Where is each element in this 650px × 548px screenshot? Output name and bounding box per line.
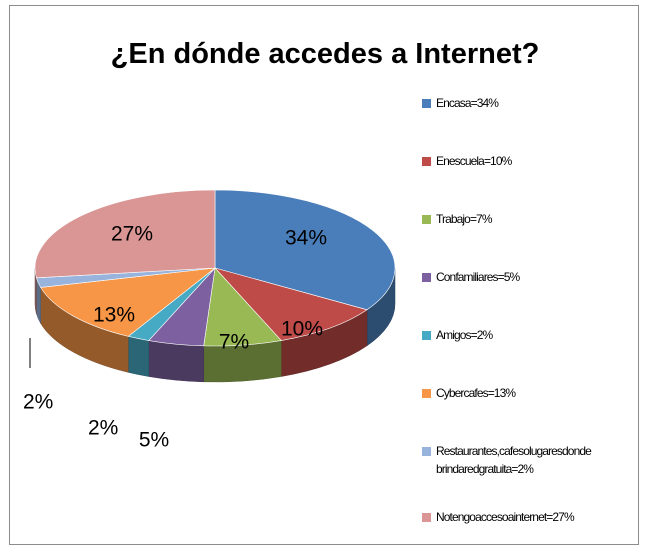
legend-swatch <box>422 215 431 224</box>
pie-top-faces <box>34 189 396 347</box>
legend-label: Cybercafes=13% <box>436 386 516 400</box>
data-label-2: 7% <box>219 331 249 354</box>
chart-title: ¿En dónde accedes a Internet? <box>110 38 540 70</box>
legend-swatch <box>422 331 431 340</box>
pie-side-4 <box>128 336 149 377</box>
legend-label: Notengoaccesoainternet=27% <box>436 510 575 524</box>
legend-swatch <box>422 157 431 166</box>
legend-label: Enescuela=10% <box>436 154 512 168</box>
data-label-3: 5% <box>139 429 169 452</box>
legend-swatch <box>422 389 431 398</box>
pie-slice-5 <box>40 267 217 337</box>
pie-chart: 34% 10% 7% 5% 2% 13% 2% 27% <box>23 189 396 452</box>
legend-label: Restaurantes,cafesolugaresdonde brindare… <box>436 444 592 476</box>
data-label-6: 2% <box>23 391 53 414</box>
data-label-5: 13% <box>93 304 135 327</box>
pie-slice-0 <box>214 189 396 311</box>
legend-label: Amigos=2% <box>436 328 493 342</box>
legend-swatch <box>422 513 431 522</box>
legend-swatch <box>422 447 431 456</box>
legend-label: Trabajo=7% <box>436 212 493 226</box>
data-label-1: 10% <box>281 318 323 341</box>
pie-side-walls <box>34 267 396 383</box>
pie-data-labels: 34% 10% 7% 5% 2% 13% 2% 27% <box>23 223 327 452</box>
data-label-0: 34% <box>285 227 327 250</box>
chart-area: ¿En dónde accedes a Internet? 34% 10% 7% 5%… <box>9 5 639 545</box>
data-label-4: 2% <box>88 417 118 440</box>
pie-slice-1 <box>214 267 368 341</box>
pie-slice-7 <box>34 189 216 279</box>
legend-label: Confamiliares=5% <box>436 270 520 284</box>
pie-side-3 <box>148 340 204 383</box>
data-label-7: 27% <box>111 223 153 246</box>
legend-label: Encasa=34% <box>436 96 499 110</box>
legend-swatch <box>422 99 431 108</box>
legend-swatch <box>422 273 431 282</box>
